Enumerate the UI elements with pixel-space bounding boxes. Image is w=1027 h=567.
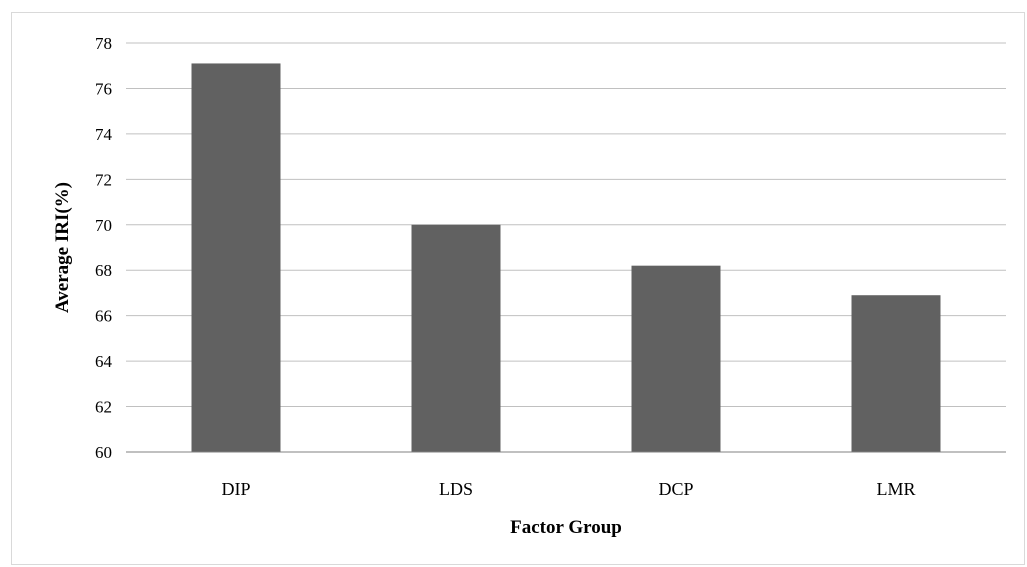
bar-dip [191, 63, 281, 452]
y-tick-label: 72 [95, 170, 112, 189]
x-tick-label: DIP [221, 479, 250, 499]
y-tick-label: 66 [95, 307, 112, 326]
bar-dcp [631, 265, 721, 452]
y-axis-ticks: 60 62 64 66 68 70 72 74 76 78 [95, 34, 113, 462]
chart-frame [11, 12, 1025, 565]
y-tick-label: 62 [95, 398, 112, 417]
bar-lmr [851, 295, 941, 452]
bars [191, 63, 941, 452]
y-tick-label: 70 [95, 216, 112, 235]
x-axis-title: Factor Group [510, 517, 622, 538]
bar-lds [411, 224, 501, 452]
x-tick-label: DCP [658, 479, 693, 499]
x-tick-label: LMR [876, 479, 915, 499]
y-tick-label: 74 [95, 125, 113, 144]
y-tick-label: 64 [95, 352, 113, 371]
y-tick-label: 68 [95, 261, 112, 280]
y-axis-title: Average IRI(%) [52, 182, 73, 313]
y-tick-label: 60 [95, 443, 112, 462]
y-tick-label: 78 [95, 34, 112, 53]
x-axis-ticks: DIP LDS DCP LMR [221, 479, 915, 499]
y-tick-label: 76 [95, 79, 112, 98]
x-tick-label: LDS [439, 479, 473, 499]
